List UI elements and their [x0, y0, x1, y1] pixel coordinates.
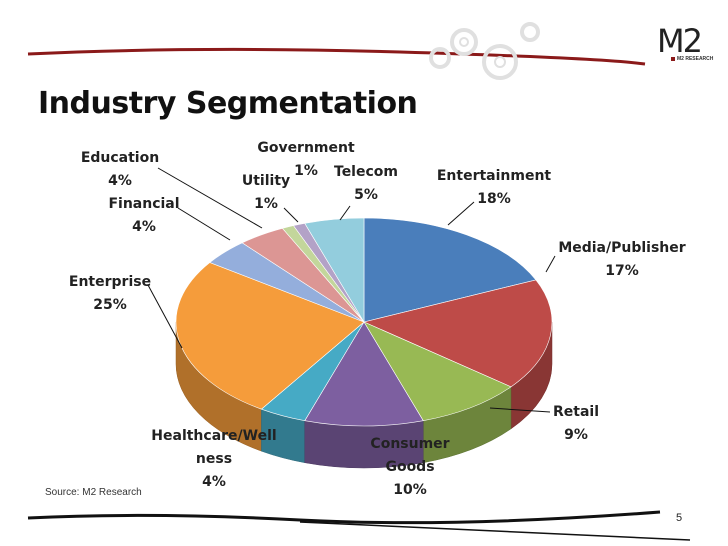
logo-subtitle: M2 RESEARCH — [677, 56, 714, 62]
label-retail-line-0: Retail — [553, 404, 599, 420]
label-government-line-1: 1% — [294, 163, 318, 179]
label-telecom-line-0: Telecom — [334, 164, 398, 180]
label-media-publisher-line-0: Media/Publisher — [558, 240, 685, 256]
pie-slice-telecom — [304, 217, 365, 324]
leader-line-enterprise — [147, 284, 183, 349]
label-utility-line-1: 1% — [254, 196, 278, 212]
label-consumer-goods-line-0: Consumer — [370, 436, 449, 452]
label-government-line-0: Government — [257, 140, 355, 156]
logo-dot — [671, 57, 675, 61]
pie-slice-enterprise — [175, 262, 365, 410]
label-telecom-line-1: 5% — [354, 187, 378, 203]
pie-slice-entertainment — [363, 217, 537, 323]
gears-icon — [429, 22, 540, 80]
leader-line-entertainment — [447, 201, 475, 226]
label-entertainment-line-0: Entertainment — [437, 168, 552, 184]
header-line — [27, 47, 646, 66]
pie-top — [175, 217, 553, 427]
label-healthcare-wellness-line-0: Healthcare/Well — [151, 428, 276, 444]
label-education-line-1: 4% — [108, 173, 132, 189]
pie-slice-consumer-goods — [304, 321, 424, 427]
label-enterprise-line-0: Enterprise — [69, 274, 151, 290]
m2-logo: M2 M2 RESEARCH — [655, 22, 715, 72]
label-financial-line-0: Financial — [108, 196, 179, 212]
leader-line-education — [157, 167, 263, 229]
label-healthcare-wellness-line-2: 4% — [202, 474, 226, 490]
footer-tail — [299, 521, 691, 541]
label-enterprise-line-1: 25% — [93, 297, 127, 313]
source-note: Source: M2 Research — [45, 487, 142, 498]
logo-mark: M2 — [657, 22, 703, 60]
footer-line — [27, 510, 661, 525]
label-education-line-0: Education — [81, 150, 159, 166]
pie-slice-retail — [363, 321, 512, 422]
leader-line-telecom — [339, 205, 351, 221]
label-financial-line-1: 4% — [132, 219, 156, 235]
label-consumer-goods-line-1: Goods — [385, 459, 434, 475]
leader-line-media-publisher — [545, 255, 556, 273]
leader-line-utility — [283, 207, 299, 223]
label-consumer-goods-line-2: 10% — [393, 482, 427, 498]
leader-line-financial — [177, 207, 231, 241]
page-number: 5 — [676, 512, 683, 524]
pie-side-walls — [175, 321, 553, 469]
slide-title: Industry Segmentation — [38, 86, 418, 121]
pie-slice-media-publisher — [363, 279, 553, 388]
leader-line-retail — [489, 407, 551, 413]
pie-labels: Entertainment 18% Media/Publisher 17% Retail… — [69, 140, 686, 498]
label-media-publisher-line-1: 17% — [605, 263, 639, 279]
label-retail-line-1: 9% — [564, 427, 588, 443]
label-entertainment-line-1: 18% — [477, 191, 511, 207]
label-healthcare-wellness-line-1: ness — [196, 451, 232, 467]
label-utility-line-0: Utility — [242, 173, 290, 189]
